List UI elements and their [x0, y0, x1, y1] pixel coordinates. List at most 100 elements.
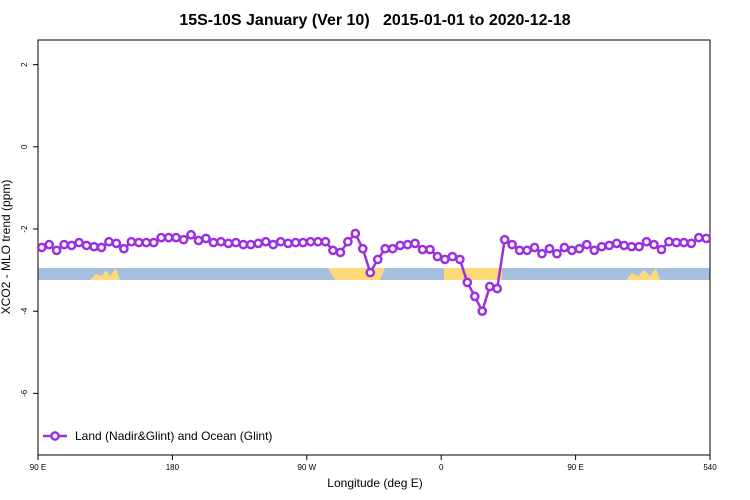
data-point: [529, 242, 540, 253]
data-point: [44, 239, 55, 250]
data-point: [701, 233, 712, 244]
data-point: [514, 245, 525, 256]
data-point: [656, 244, 667, 255]
y-tick-label: -2: [20, 225, 29, 233]
data-point: [432, 251, 443, 262]
data-point: [596, 241, 607, 252]
data-point: [589, 245, 600, 256]
chart-title: 15S-10S January (Ver 10) 2015-01-01 to 2…: [179, 12, 570, 29]
data-point: [469, 291, 480, 302]
data-point: [671, 237, 682, 248]
data-point: [148, 237, 159, 248]
data-point: [641, 236, 652, 247]
data-point: [343, 236, 353, 247]
y-tick-label: -6: [20, 389, 29, 397]
data-point: [350, 228, 361, 239]
data-point: [268, 239, 279, 250]
data-point: [81, 240, 92, 251]
data-point: [36, 242, 47, 253]
land-patch: [444, 268, 502, 280]
data-point: [664, 236, 674, 247]
data-point: [283, 238, 293, 249]
data-point: [357, 243, 368, 254]
data-point: [253, 238, 264, 249]
data-point: [119, 243, 129, 254]
data-point: [693, 232, 704, 243]
data-point: [59, 239, 69, 250]
data-point: [298, 237, 308, 248]
legend-marker: [50, 431, 60, 441]
legend-label: Land (Nadir&Glint) and Ocean (Glint): [75, 429, 272, 443]
data-point: [163, 232, 174, 243]
data-point: [66, 240, 77, 251]
data-point: [223, 238, 234, 249]
data-point: [387, 243, 398, 254]
data-point: [544, 243, 555, 254]
data-point: [484, 281, 495, 292]
data-point: [507, 239, 517, 250]
data-point: [462, 277, 473, 288]
data-point: [552, 248, 562, 259]
data-point: [260, 236, 271, 247]
data-point: [619, 240, 629, 251]
x-tick-label: 540: [703, 463, 717, 472]
land-patch: [626, 268, 660, 280]
data-point: [208, 237, 219, 248]
data-point: [417, 244, 428, 255]
data-point: [567, 245, 577, 256]
data-point: [328, 245, 338, 256]
data-point: [104, 236, 114, 247]
x-tick-label: 90 E: [30, 463, 46, 472]
data-point: [186, 229, 196, 240]
data-point: [216, 236, 226, 247]
data-point: [178, 234, 189, 245]
x-tick-label: 90 W: [297, 463, 316, 472]
data-point: [365, 267, 376, 278]
land-patch: [90, 268, 120, 280]
data-point: [440, 254, 450, 265]
data-point: [335, 247, 346, 258]
data-point: [290, 237, 301, 248]
data-point: [477, 306, 488, 317]
y-tick-label: -4: [20, 307, 29, 315]
data-point: [320, 236, 331, 247]
data-point: [604, 240, 615, 251]
data-point: [275, 236, 286, 247]
y-tick-label: 0: [20, 144, 29, 149]
x-tick-label: 0: [439, 463, 444, 472]
data-point: [559, 242, 570, 253]
data-point: [156, 232, 167, 243]
data-point: [313, 236, 323, 247]
data-point: [611, 238, 622, 249]
data-point: [171, 232, 181, 243]
data-point: [410, 238, 420, 249]
data-point: [238, 239, 249, 250]
data-point: [649, 239, 659, 250]
data-point: [245, 239, 256, 250]
data-point: [74, 237, 84, 248]
data-point: [455, 254, 465, 265]
data-point: [395, 240, 405, 251]
data-point: [380, 243, 391, 254]
x-tick-label: 180: [166, 463, 180, 472]
y-axis-label: XCO2 - MLO trend (ppm): [0, 180, 13, 315]
data-point: [581, 239, 592, 250]
data-point: [679, 237, 689, 248]
data-point: [402, 239, 413, 250]
data-point: [201, 233, 211, 244]
x-axis-label: Longitude (deg E): [327, 476, 422, 490]
data-point: [499, 234, 510, 245]
x-tick-label: 90 E: [567, 463, 583, 472]
data-point: [126, 236, 137, 247]
y-tick-label: 2: [20, 62, 29, 67]
data-point: [522, 245, 532, 256]
data-point: [133, 237, 144, 248]
data-point: [305, 236, 316, 247]
data-point: [574, 243, 585, 254]
data-point: [141, 237, 152, 248]
data-point: [447, 251, 458, 262]
data-point: [425, 244, 435, 255]
data-point: [96, 242, 107, 253]
data-point: [537, 248, 547, 259]
